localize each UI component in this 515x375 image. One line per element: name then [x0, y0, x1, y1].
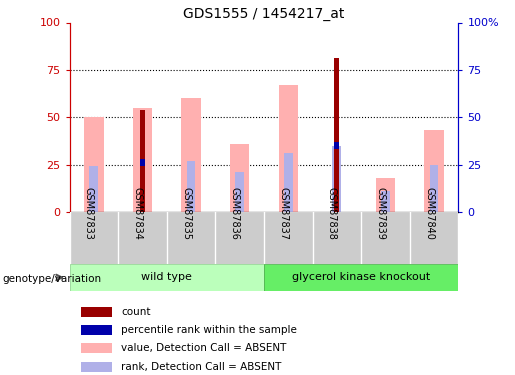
Text: rank, Detection Call = ABSENT: rank, Detection Call = ABSENT — [121, 362, 282, 372]
Bar — [284, 153, 293, 212]
Bar — [81, 325, 112, 335]
Bar — [70, 264, 264, 291]
Bar — [133, 108, 152, 212]
Bar — [90, 166, 98, 212]
Text: GSM87840: GSM87840 — [424, 187, 434, 240]
Text: GSM87835: GSM87835 — [181, 187, 191, 240]
Bar — [140, 110, 145, 212]
Bar — [181, 98, 201, 212]
Bar — [81, 307, 112, 317]
Bar — [381, 191, 390, 212]
Bar — [361, 212, 410, 264]
Bar — [186, 161, 195, 212]
Text: wild type: wild type — [141, 273, 192, 282]
Bar — [167, 212, 215, 264]
Text: glycerol kinase knockout: glycerol kinase knockout — [292, 273, 430, 282]
Text: GSM87834: GSM87834 — [132, 187, 143, 240]
Text: percentile rank within the sample: percentile rank within the sample — [121, 325, 297, 335]
Text: value, Detection Call = ABSENT: value, Detection Call = ABSENT — [121, 343, 286, 353]
Text: GSM87833: GSM87833 — [84, 187, 94, 240]
Bar — [81, 362, 112, 372]
Bar — [430, 165, 438, 212]
Title: GDS1555 / 1454217_at: GDS1555 / 1454217_at — [183, 8, 345, 21]
Bar — [424, 130, 444, 212]
Bar — [215, 212, 264, 264]
Bar — [334, 142, 339, 149]
Bar — [334, 58, 339, 212]
Bar — [410, 212, 458, 264]
Bar — [264, 264, 458, 291]
Bar — [264, 212, 313, 264]
Bar — [376, 178, 395, 212]
Text: GSM87836: GSM87836 — [230, 187, 239, 240]
Bar — [333, 146, 341, 212]
Bar — [70, 212, 118, 264]
Bar — [235, 172, 244, 212]
Text: GSM87839: GSM87839 — [375, 187, 385, 240]
Bar — [118, 212, 167, 264]
Text: genotype/variation: genotype/variation — [3, 274, 101, 284]
Text: GSM87838: GSM87838 — [327, 187, 337, 240]
Text: GSM87837: GSM87837 — [278, 187, 288, 240]
Bar — [81, 343, 112, 353]
Bar — [230, 144, 249, 212]
Bar — [279, 85, 298, 212]
Bar — [140, 159, 145, 166]
Bar — [84, 117, 104, 212]
Text: count: count — [121, 307, 150, 317]
Bar — [313, 212, 361, 264]
